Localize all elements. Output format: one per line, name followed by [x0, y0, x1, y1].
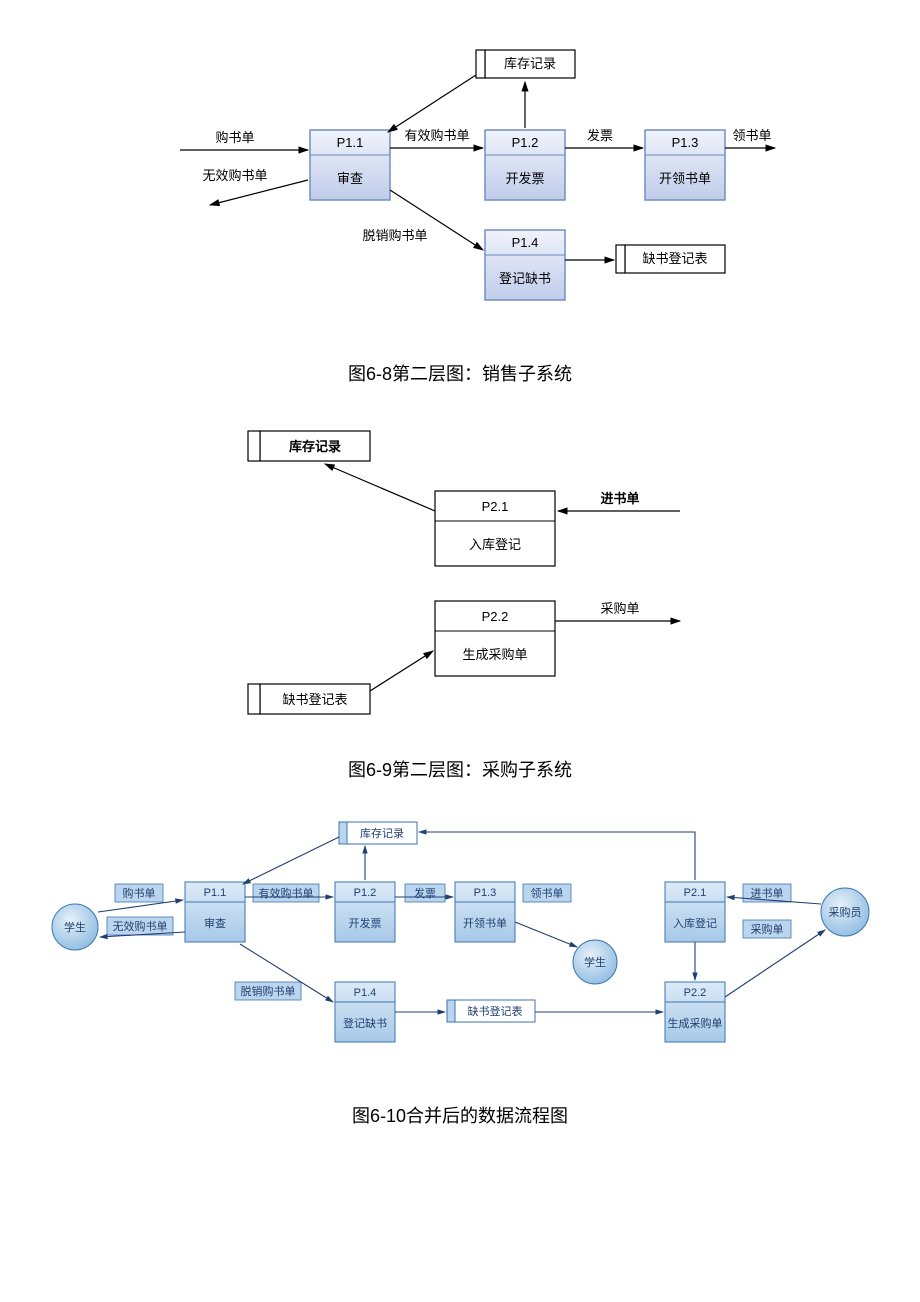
process-p12: P1.2 开发票 — [485, 130, 565, 200]
datastore-inventory-label: 库存记录 — [504, 56, 556, 71]
svg-text:入库登记: 入库登记 — [469, 537, 521, 552]
label-buyorder: 采购单 — [743, 920, 791, 938]
label-receipt: 领书单 — [523, 884, 571, 902]
process-p22: P2.2 生成采购单 — [435, 601, 555, 676]
svg-text:P2.2: P2.2 — [482, 609, 509, 624]
svg-text:库存记录: 库存记录 — [360, 826, 404, 840]
process-p21-3: P2.1 入库登记 — [665, 882, 725, 942]
label-soldout: 脱销购书单 — [235, 982, 301, 1000]
svg-text:P1.3: P1.3 — [672, 135, 699, 150]
datastore-shortage-2: 缺书登记表 — [248, 684, 370, 714]
svg-text:P1.1: P1.1 — [337, 135, 364, 150]
fig610-diagram: 库存记录 学生 P1.1 审查 P1.2 开发票 P1.3 开领书单 — [25, 812, 895, 1072]
svg-text:无效购书单: 无效购书单 — [113, 919, 168, 933]
svg-text:P1.2: P1.2 — [354, 887, 377, 899]
svg-text:采购员: 采购员 — [829, 905, 862, 919]
svg-text:P1.1: P1.1 — [204, 887, 227, 899]
svg-text:P1.2: P1.2 — [512, 135, 539, 150]
svg-text:P1.3: P1.3 — [474, 887, 497, 899]
svg-text:登记缺书: 登记缺书 — [343, 1016, 387, 1030]
label-inbook: 进书单 — [743, 884, 791, 902]
svg-text:开领书单: 开领书单 — [463, 917, 507, 930]
flow-invoice-label: 发票 — [587, 128, 613, 143]
svg-text:学生: 学生 — [64, 920, 86, 934]
flow-purchase-label: 购书单 — [215, 130, 254, 145]
process-p12-3: P1.2 开发票 — [335, 882, 395, 942]
svg-text:P1.4: P1.4 — [354, 987, 377, 999]
label-valid: 有效购书单 — [253, 884, 319, 902]
flow-inbook-label: 进书单 — [600, 491, 639, 506]
process-p13: P1.3 开领书单 — [645, 130, 725, 200]
svg-text:审查: 审查 — [337, 171, 363, 186]
svg-text:有效购书单: 有效购书单 — [259, 886, 314, 900]
datastore-shortage-3: 缺书登记表 — [447, 1000, 535, 1022]
svg-text:缺书登记表: 缺书登记表 — [642, 251, 707, 266]
svg-text:学生: 学生 — [584, 955, 606, 969]
fig68-diagram: 库存记录 P1.1 审查 P1.2 开发票 P1.3 开领书单 P1.4 — [140, 40, 780, 330]
svg-text:登记缺书: 登记缺书 — [499, 271, 551, 286]
svg-text:开发票: 开发票 — [505, 171, 544, 186]
svg-text:P1.4: P1.4 — [512, 235, 539, 250]
flow-invalid-label: 无效购书单 — [202, 168, 267, 183]
svg-text:进书单: 进书单 — [751, 887, 784, 900]
fig69-caption: 图6-9第二层图：采购子系统 — [0, 756, 920, 782]
svg-text:生成采购单: 生成采购单 — [668, 1016, 723, 1030]
svg-text:发票: 发票 — [414, 886, 436, 900]
svg-text:审查: 审查 — [204, 916, 226, 930]
svg-text:生成采购单: 生成采购单 — [462, 647, 527, 662]
svg-text:开领书单: 开领书单 — [659, 171, 711, 186]
datastore-shortage: 缺书登记表 — [616, 245, 725, 273]
datastore-inventory: 库存记录 — [476, 50, 575, 78]
svg-text:缺书登记表: 缺书登记表 — [468, 1004, 523, 1018]
svg-text:P2.1: P2.1 — [482, 499, 509, 514]
svg-text:P2.1: P2.1 — [684, 887, 707, 899]
svg-text:采购单: 采购单 — [751, 922, 784, 936]
process-p11: P1.1 审查 — [310, 130, 390, 200]
svg-text:缺书登记表: 缺书登记表 — [282, 692, 347, 707]
entity-student-1: 学生 — [52, 904, 98, 950]
entity-buyer: 采购员 — [821, 888, 869, 936]
fig69-diagram: 库存记录 P2.1 入库登记 P2.2 生成采购单 缺书登记表 进书单 — [210, 416, 710, 726]
flow-valid-label: 有效购书单 — [404, 128, 469, 143]
flow-soldout-label: 脱销购书单 — [362, 228, 427, 243]
svg-text:入库登记: 入库登记 — [673, 916, 717, 930]
process-p13-3: P1.3 开领书单 — [455, 882, 515, 942]
svg-text:脱销购书单: 脱销购书单 — [241, 984, 296, 998]
flow-purchase-order-label: 采购单 — [600, 601, 639, 616]
process-p14-3: P1.4 登记缺书 — [335, 982, 395, 1042]
process-p11-3: P1.1 审查 — [185, 882, 245, 942]
label-purchase: 购书单 — [115, 884, 163, 902]
entity-student-2: 学生 — [573, 940, 617, 984]
process-p21: P2.1 入库登记 — [435, 491, 555, 566]
datastore-inventory-2: 库存记录 — [248, 431, 370, 461]
datastore-inventory-3: 库存记录 — [339, 822, 417, 844]
svg-text:领书单: 领书单 — [531, 887, 564, 900]
process-p14: P1.4 登记缺书 — [485, 230, 565, 300]
fig68-caption: 图6-8第二层图：销售子系统 — [0, 360, 920, 386]
label-invalid: 无效购书单 — [107, 917, 173, 935]
flow-receipt-label: 领书单 — [732, 128, 771, 143]
svg-text:P2.2: P2.2 — [684, 987, 707, 999]
svg-text:开发票: 开发票 — [349, 916, 382, 930]
process-p22-3: P2.2 生成采购单 — [665, 982, 725, 1042]
svg-text:购书单: 购书单 — [123, 886, 156, 900]
svg-text:库存记录: 库存记录 — [289, 439, 341, 454]
fig610-caption: 图6-10合并后的数据流程图 — [0, 1102, 920, 1128]
label-invoice: 发票 — [405, 884, 445, 902]
